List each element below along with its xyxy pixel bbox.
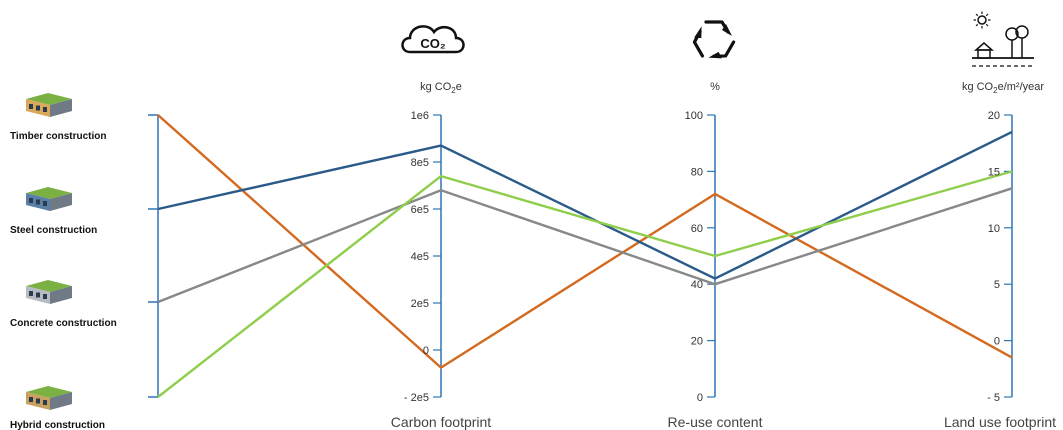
sun-ray <box>975 23 979 27</box>
building-window <box>29 397 33 402</box>
category-label: Concrete construction <box>10 318 117 329</box>
arrow-head <box>694 26 702 39</box>
tick-label: 2e5 <box>411 298 429 310</box>
tick-label: 0 <box>697 392 703 404</box>
building-roof <box>26 187 72 199</box>
building-window <box>29 291 33 296</box>
house-body <box>977 49 991 59</box>
tick-label: 20 <box>988 110 1000 122</box>
arrow-head <box>722 24 732 36</box>
tick-label: - 5 <box>987 392 1000 404</box>
building-side <box>50 193 72 211</box>
building-window <box>43 107 47 112</box>
building-window <box>43 294 47 299</box>
tick-label: 1e6 <box>411 110 429 122</box>
tick-label: 20 <box>691 336 703 348</box>
series-line-timber <box>157 114 1013 369</box>
tick-label: 4e5 <box>411 251 429 263</box>
labels-group: 1e6 8e5 6e5 4e5 2e5 0 - 2e5 Carbon footprint kg … <box>10 81 1056 430</box>
building-window <box>43 201 47 206</box>
building-window <box>29 198 33 203</box>
unit-label-carbon: kg CO2e <box>420 81 462 95</box>
tick-label: 10 <box>988 223 1000 235</box>
tick-label: 80 <box>691 166 703 178</box>
category-label: Timber construction <box>10 131 107 142</box>
unit-label-reuse: % <box>710 81 720 93</box>
axis-title-land: Land use footprint <box>944 414 1056 430</box>
tick-label: 60 <box>691 223 703 235</box>
building-window <box>36 398 40 404</box>
tick-label: 0 <box>423 345 429 357</box>
recycle-icon <box>692 20 736 59</box>
building-window <box>43 400 47 405</box>
sun-ray <box>975 13 979 17</box>
series-line-steel <box>157 130 1013 280</box>
house-roof <box>974 42 994 51</box>
series-line-concrete <box>157 187 1013 304</box>
arrow-head <box>708 51 722 59</box>
axis-title-carbon: Carbon footprint <box>391 414 492 430</box>
tick-label: 40 <box>691 279 703 291</box>
building-window <box>36 292 40 298</box>
building-icon <box>26 280 72 304</box>
tick-label: - 2e5 <box>404 392 429 404</box>
tick-label: 5 <box>994 279 1000 291</box>
recycle-arrow <box>708 40 736 59</box>
icons-group: CO₂ <box>26 11 1034 410</box>
tick-label: 8e5 <box>411 157 429 169</box>
sun-icon <box>977 15 987 25</box>
co2-glyph: CO₂ <box>420 36 446 51</box>
building-side <box>50 99 72 117</box>
category-label: Hybrid construction <box>10 420 105 430</box>
tick-label: 100 <box>685 110 703 122</box>
building-window <box>36 199 40 205</box>
building-icon <box>26 386 72 410</box>
land-use-icon <box>972 11 1034 67</box>
building-side <box>50 286 72 304</box>
series-line-hybrid <box>157 170 1013 398</box>
building-icon <box>26 93 72 117</box>
building-roof <box>26 386 72 398</box>
building-window <box>36 105 40 111</box>
series-lines-group <box>157 114 1013 398</box>
building-icon <box>26 187 72 211</box>
recycle-arrow <box>704 20 732 36</box>
tick-label: 6e5 <box>411 204 429 216</box>
axis-title-reuse: Re-use content <box>668 414 763 430</box>
recycle-arrow <box>692 26 705 58</box>
building-roof <box>26 93 72 105</box>
building-side <box>50 392 72 410</box>
cloud-outline <box>401 25 465 54</box>
tick-label: 15 <box>988 166 1000 178</box>
sun-ray <box>985 23 989 27</box>
category-label: Steel construction <box>10 225 97 236</box>
unit-label-land: kg CO2e/m²/year <box>962 81 1044 95</box>
tick-label: 0 <box>994 336 1000 348</box>
building-window <box>29 104 33 109</box>
co2-cloud-icon: CO₂ <box>401 25 465 54</box>
sun-ray <box>985 13 989 17</box>
building-roof <box>26 280 72 292</box>
